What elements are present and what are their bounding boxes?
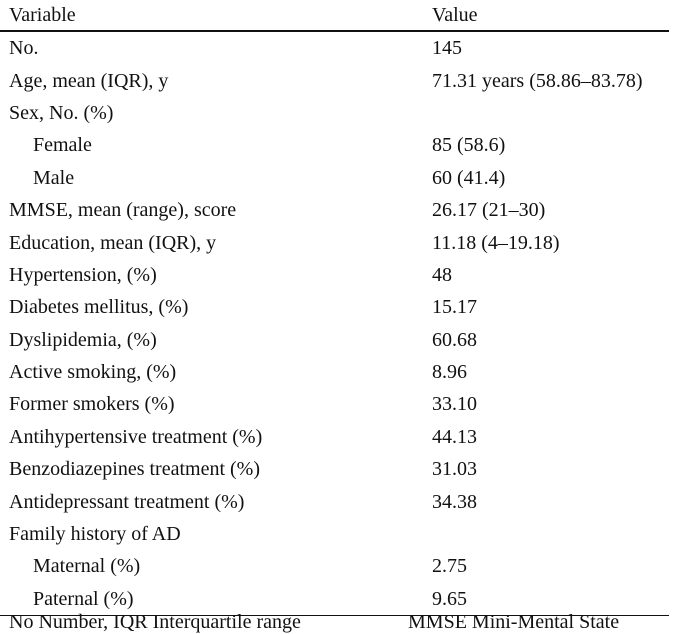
table-row: Dyslipidemia, (%) 60.68	[0, 324, 669, 356]
table-row: Family history of AD	[0, 518, 669, 550]
row-value: 33.10	[432, 393, 477, 416]
row-variable-label: Diabetes mellitus, (%)	[9, 296, 189, 319]
row-value: 145	[432, 37, 462, 60]
table-row: Paternal (%) 9.65	[0, 582, 669, 617]
row-variable-label: Dyslipidemia, (%)	[9, 328, 157, 351]
row-variable-label: Male	[33, 166, 75, 189]
row-value: 2.75	[432, 555, 467, 578]
row-value: 44.13	[432, 425, 477, 448]
row-variable-label: Age, mean (IQR), y	[9, 69, 169, 92]
row-variable-label: No.	[9, 37, 39, 60]
table-header: Variable Value	[0, 0, 669, 32]
row-value: 9.65	[432, 582, 669, 617]
row-value	[432, 518, 669, 550]
row-variable-label: MMSE, mean (range), score	[9, 199, 237, 222]
row-value: 31.03	[432, 458, 477, 481]
table-row: Hypertension, (%) 48	[0, 259, 669, 291]
table-row: No. 145	[0, 31, 669, 64]
header-row: Variable Value	[0, 0, 669, 32]
header-variable: Variable	[0, 0, 432, 32]
table-row: Sex, No. (%)	[0, 97, 669, 129]
row-variable-label: Sex, No. (%)	[9, 101, 114, 124]
table-row: Antihypertensive treatment (%) 44.13	[0, 421, 669, 453]
table-row: Female 85 (58.6)	[0, 129, 669, 161]
row-variable-label: Antidepressant treatment (%)	[9, 490, 245, 513]
table-row: Education, mean (IQR), y 11.18 (4–19.18)	[0, 226, 669, 258]
row-value: 60 (41.4)	[432, 166, 506, 189]
table-row: Male 60 (41.4)	[0, 162, 669, 194]
table-row: Age, mean (IQR), y 71.31 years (58.86–83.…	[0, 64, 669, 96]
row-value: 11.18 (4–19.18)	[432, 231, 560, 254]
footnote-abbreviations-right: MMSE Mini-Mental State	[408, 611, 620, 633]
table-row: Active smoking, (%) 8.96	[0, 356, 669, 388]
row-variable-label: Education, mean (IQR), y	[9, 231, 217, 254]
table-row: Antidepressant treatment (%) 34.38	[0, 485, 669, 517]
row-value	[432, 97, 669, 129]
row-variable-label: Hypertension, (%)	[9, 263, 157, 286]
row-value: 26.17 (21–30)	[432, 199, 546, 222]
row-variable-label: Benzodiazepines treatment (%)	[9, 458, 260, 481]
row-value: 71.31 years (58.86–83.78)	[432, 69, 643, 92]
header-value: Value	[432, 0, 669, 32]
row-variable-label: Female	[33, 134, 92, 157]
table-row: Maternal (%) 2.75	[0, 550, 669, 582]
row-variable-label: Former smokers (%)	[9, 393, 175, 416]
row-variable-label: Family history of AD	[9, 523, 181, 546]
row-variable-label: Antihypertensive treatment (%)	[9, 425, 263, 448]
table-row: MMSE, mean (range), score 26.17 (21–30)	[0, 194, 669, 226]
table-footnote: No Number, IQR Interquartile range MMSE …	[9, 611, 619, 634]
characteristics-table: Variable Value No. 145 Age, mean (IQR), y 7…	[0, 0, 669, 617]
row-variable-label: Maternal (%)	[33, 555, 141, 578]
table-row: Benzodiazepines treatment (%) 31.03	[0, 453, 669, 485]
table-body: No. 145 Age, mean (IQR), y 71.31 years (58.…	[0, 31, 669, 617]
row-variable-label: Paternal (%)	[0, 582, 432, 617]
row-value: 60.68	[432, 328, 477, 351]
row-variable-label: Active smoking, (%)	[9, 361, 177, 384]
table-row: Diabetes mellitus, (%) 15.17	[0, 291, 669, 323]
row-value: 34.38	[432, 490, 477, 513]
row-value: 48	[432, 263, 452, 286]
table-row: Former smokers (%) 33.10	[0, 388, 669, 420]
row-value: 15.17	[432, 296, 477, 319]
row-value: 8.96	[432, 361, 467, 384]
characteristics-table-container: Variable Value No. 145 Age, mean (IQR), y 7…	[0, 0, 669, 617]
footnote-abbreviations-left: No Number, IQR Interquartile range	[9, 611, 301, 633]
row-value: 85 (58.6)	[432, 134, 506, 157]
